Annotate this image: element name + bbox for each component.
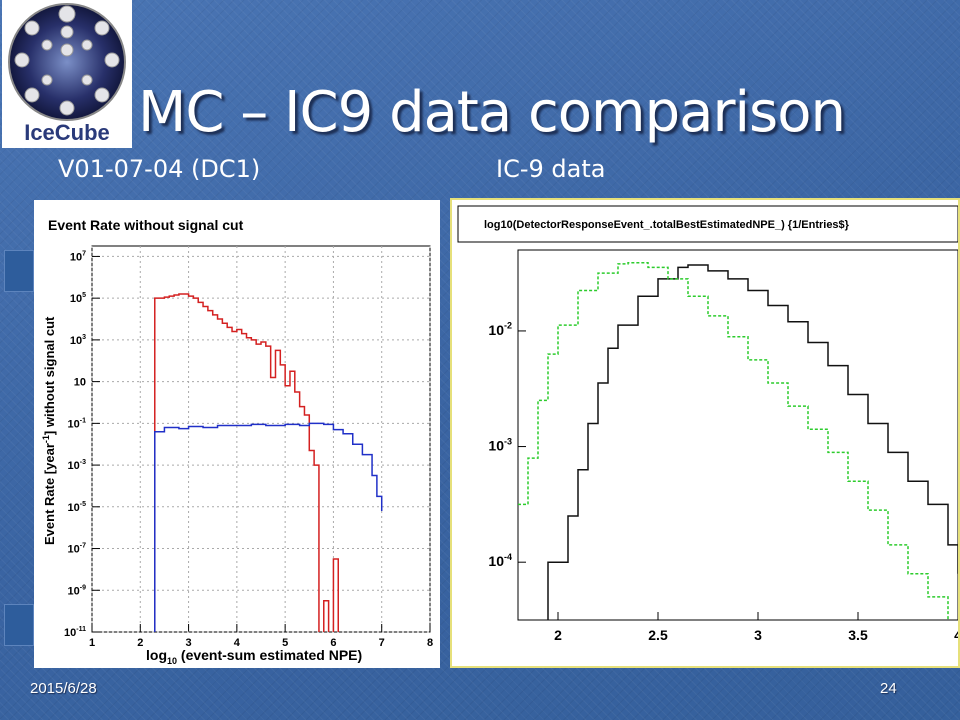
mc-series-line — [154, 293, 340, 632]
mc-y-tick-label: 10-5 — [68, 501, 87, 514]
mc-chart-svg: Event Rate without signal cut Event Rate… — [41, 217, 433, 666]
mc-series-line — [154, 422, 383, 632]
bullet-square — [4, 250, 34, 292]
ic9-x-tick-label: 2 — [554, 627, 562, 643]
mc-x-tick-label: 8 — [427, 637, 433, 649]
mc-y-tick-label: 10-7 — [68, 543, 87, 556]
ic9-chart-svg: log10(DetectorResponseEvent_.totalBestEs… — [457, 205, 960, 643]
mc-plot-frame — [91, 245, 431, 633]
mc-x-tick-label: 3 — [186, 637, 192, 649]
ic9-plot-frame — [517, 249, 959, 621]
ic9-x-tick-label: 3.5 — [848, 627, 868, 643]
ic9-x-tick-label: 3 — [754, 627, 762, 643]
chart-mc-event-rate: Event Rate without signal cut Event Rate… — [34, 200, 440, 668]
ic9-y-tick-label: 10-2 — [488, 321, 512, 338]
mc-x-tick-label: 1 — [89, 637, 95, 649]
ic9-y-tick-label: 10-3 — [488, 436, 512, 453]
mc-chart-title: Event Rate without signal cut — [48, 217, 244, 233]
ic9-x-tick-label: 4 — [954, 627, 958, 643]
ic9-x-tick-label: 2.5 — [648, 627, 668, 643]
footer-page-number: 24 — [880, 680, 897, 697]
mc-y-tick-label: 10-9 — [68, 584, 87, 597]
bullet-square — [4, 604, 34, 646]
footer-date: 2015/6/28 — [30, 680, 97, 697]
chart-ic9-data: log10(DetectorResponseEvent_.totalBestEs… — [450, 198, 960, 668]
mc-y-tick-label: 10-1 — [68, 417, 87, 430]
icecube-logo: IceCube — [2, 0, 132, 148]
mc-x-axis-label: log10 (event-sum estimated NPE) — [146, 647, 362, 666]
logo-text: IceCube — [24, 120, 110, 145]
mc-y-tick-label: 105 — [70, 292, 86, 305]
mc-y-tick-label: 107 — [70, 250, 86, 263]
mc-x-tick-label: 7 — [379, 637, 385, 649]
ic9-y-tick-label: 10-4 — [488, 552, 512, 569]
ic9-series-line — [518, 261, 949, 620]
subtitle-ic9-data: IC-9 data — [496, 155, 606, 183]
ic9-series-line — [547, 264, 958, 620]
subtitle-mc-version: V01-07-04 (DC1) — [58, 155, 261, 183]
mc-y-tick-label: 103 — [70, 334, 86, 347]
mc-x-tick-label: 4 — [234, 637, 241, 649]
ic9-chart-title: log10(DetectorResponseEvent_.totalBestEs… — [484, 219, 850, 231]
mc-y-tick-label: 10 — [74, 377, 86, 389]
mc-x-tick-label: 5 — [282, 637, 288, 649]
mc-y-tick-label: 10-11 — [64, 626, 86, 639]
slide-title: MC – IC9 data comparison — [138, 80, 846, 145]
mc-y-tick-label: 10-3 — [68, 459, 87, 472]
ic9-title-box — [457, 205, 959, 243]
mc-y-axis-label: Event Rate [year-1] without signal cut — [41, 316, 57, 545]
mc-x-tick-label: 6 — [330, 637, 336, 649]
mc-x-tick-label: 2 — [137, 637, 143, 649]
